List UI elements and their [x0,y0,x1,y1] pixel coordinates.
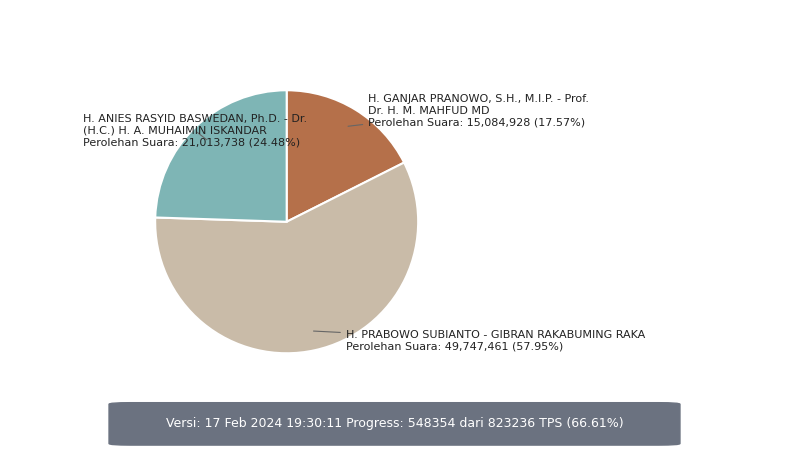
Text: H. PRABOWO SUBIANTO - GIBRAN RAKABUMING RAKA
Perolehan Suara: 49,747,461 (57.95%: H. PRABOWO SUBIANTO - GIBRAN RAKABUMING … [313,329,645,351]
Text: H. ANIES RASYID BASWEDAN, Ph.D. - Dr.
(H.C.) H. A. MUHAIMIN ISKANDAR
Perolehan S: H. ANIES RASYID BASWEDAN, Ph.D. - Dr. (H… [83,114,307,147]
Text: H. GANJAR PRANOWO, S.H., M.I.P. - Prof.
Dr. H. M. MAHFUD MD
Perolehan Suara: 15,: H. GANJAR PRANOWO, S.H., M.I.P. - Prof. … [348,94,589,128]
Text: Versi: 17 Feb 2024 19:30:11 Progress: 548354 dari 823236 TPS (66.61%): Versi: 17 Feb 2024 19:30:11 Progress: 54… [166,417,623,431]
Wedge shape [286,90,404,222]
Wedge shape [155,90,286,222]
FancyBboxPatch shape [109,403,680,445]
Wedge shape [155,163,418,353]
